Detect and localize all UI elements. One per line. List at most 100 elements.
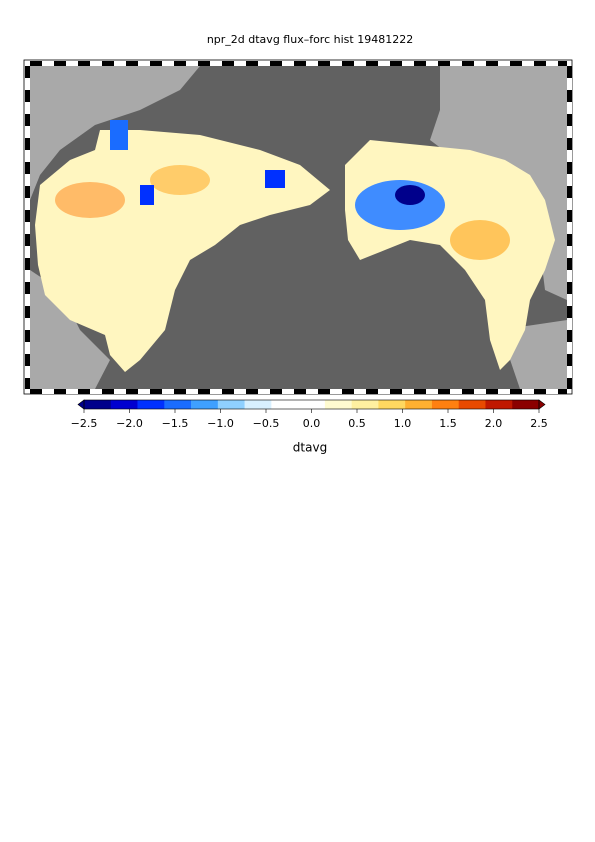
border-segment	[25, 258, 30, 270]
colorbar-swatch	[164, 400, 192, 409]
colorbar-tick-label: −1.0	[207, 417, 234, 430]
colorbar-swatch	[405, 400, 433, 409]
border-segment	[390, 61, 402, 66]
border-segment	[126, 389, 138, 394]
border-segment	[567, 306, 572, 318]
border-segment	[567, 210, 572, 222]
colorbar-swatch	[458, 400, 486, 409]
border-segment	[25, 318, 30, 330]
border-segment	[270, 389, 282, 394]
border-segment	[25, 198, 30, 210]
border-segment	[25, 342, 30, 354]
border-segment	[222, 61, 234, 66]
colorbar-tick-label: 1.0	[394, 417, 412, 430]
border-segment	[366, 61, 378, 66]
border-segment	[126, 61, 138, 66]
border-segment	[567, 150, 572, 162]
border-segment	[567, 198, 572, 210]
border-segment	[186, 389, 198, 394]
border-segment	[342, 389, 354, 394]
colorbar-swatch	[217, 400, 245, 409]
border-segment	[486, 61, 498, 66]
colorbar-tick-label: 2.5	[530, 417, 548, 430]
border-segment	[66, 389, 78, 394]
data-patch	[395, 185, 425, 205]
border-segment	[567, 246, 572, 258]
border-segment	[567, 78, 572, 90]
colorbar-swatch	[324, 400, 352, 409]
border-segment	[546, 389, 558, 394]
border-segment	[402, 389, 414, 394]
border-segment	[450, 389, 462, 394]
border-segment	[438, 389, 450, 394]
border-segment	[210, 61, 222, 66]
border-segment	[198, 389, 210, 394]
border-segment	[462, 389, 474, 394]
border-segment	[30, 389, 42, 394]
border-segment	[567, 342, 572, 354]
border-segment	[567, 354, 572, 366]
border-segment	[258, 389, 270, 394]
border-segment	[567, 294, 572, 306]
border-segment	[522, 389, 534, 394]
border-segment	[78, 61, 90, 66]
border-segment	[102, 61, 114, 66]
border-segment	[54, 61, 66, 66]
border-segment	[330, 389, 342, 394]
border-segment	[567, 114, 572, 126]
border-segment	[306, 389, 318, 394]
border-segment	[567, 378, 572, 389]
border-segment	[558, 389, 567, 394]
colorbar-tick-label: 1.5	[439, 417, 457, 430]
border-segment	[150, 389, 162, 394]
border-segment	[25, 210, 30, 222]
border-segment	[318, 61, 330, 66]
border-segment	[474, 61, 486, 66]
border-segment	[25, 330, 30, 342]
border-segment	[567, 222, 572, 234]
border-segment	[25, 270, 30, 282]
border-segment	[294, 389, 306, 394]
border-segment	[25, 150, 30, 162]
border-segment	[270, 61, 282, 66]
border-segment	[222, 389, 234, 394]
data-patch	[150, 165, 210, 195]
border-segment	[25, 378, 30, 389]
border-segment	[25, 306, 30, 318]
colorbar-swatch	[191, 400, 219, 409]
border-segment	[426, 61, 438, 66]
colorbar-swatch	[485, 400, 513, 409]
border-segment	[138, 61, 150, 66]
map-title: npr_2d dtavg flux–forc hist 19481222	[207, 33, 413, 46]
border-segment	[534, 389, 546, 394]
border-segment	[330, 61, 342, 66]
border-segment	[366, 389, 378, 394]
border-segment	[174, 61, 186, 66]
colorbar-swatch	[512, 400, 540, 409]
border-segment	[114, 389, 126, 394]
border-segment	[567, 282, 572, 294]
border-segment	[42, 389, 54, 394]
colorbar-tick-label: 0.0	[303, 417, 321, 430]
border-segment	[246, 389, 258, 394]
border-segment	[25, 162, 30, 174]
colorbar-swatch	[351, 400, 379, 409]
border-segment	[378, 61, 390, 66]
border-segment	[354, 61, 366, 66]
colorbar: −2.5 −2.0 −1.5 −1.0 −0.5 0.0 0.5 1.0 1.5 2.0 2.5	[71, 399, 548, 430]
data-patch	[55, 182, 125, 218]
border-segment	[378, 389, 390, 394]
border-segment	[25, 90, 30, 102]
border-segment	[25, 234, 30, 246]
map	[23, 59, 573, 395]
border-segment	[246, 61, 258, 66]
border-segment	[258, 61, 270, 66]
border-segment	[498, 61, 510, 66]
border-segment	[342, 61, 354, 66]
colorbar-tick-label: −0.5	[253, 417, 280, 430]
border-segment	[510, 389, 522, 394]
colorbar-swatch	[271, 400, 299, 409]
colorbar-swatch	[431, 400, 460, 409]
border-segment	[25, 66, 30, 78]
border-segment	[162, 389, 174, 394]
